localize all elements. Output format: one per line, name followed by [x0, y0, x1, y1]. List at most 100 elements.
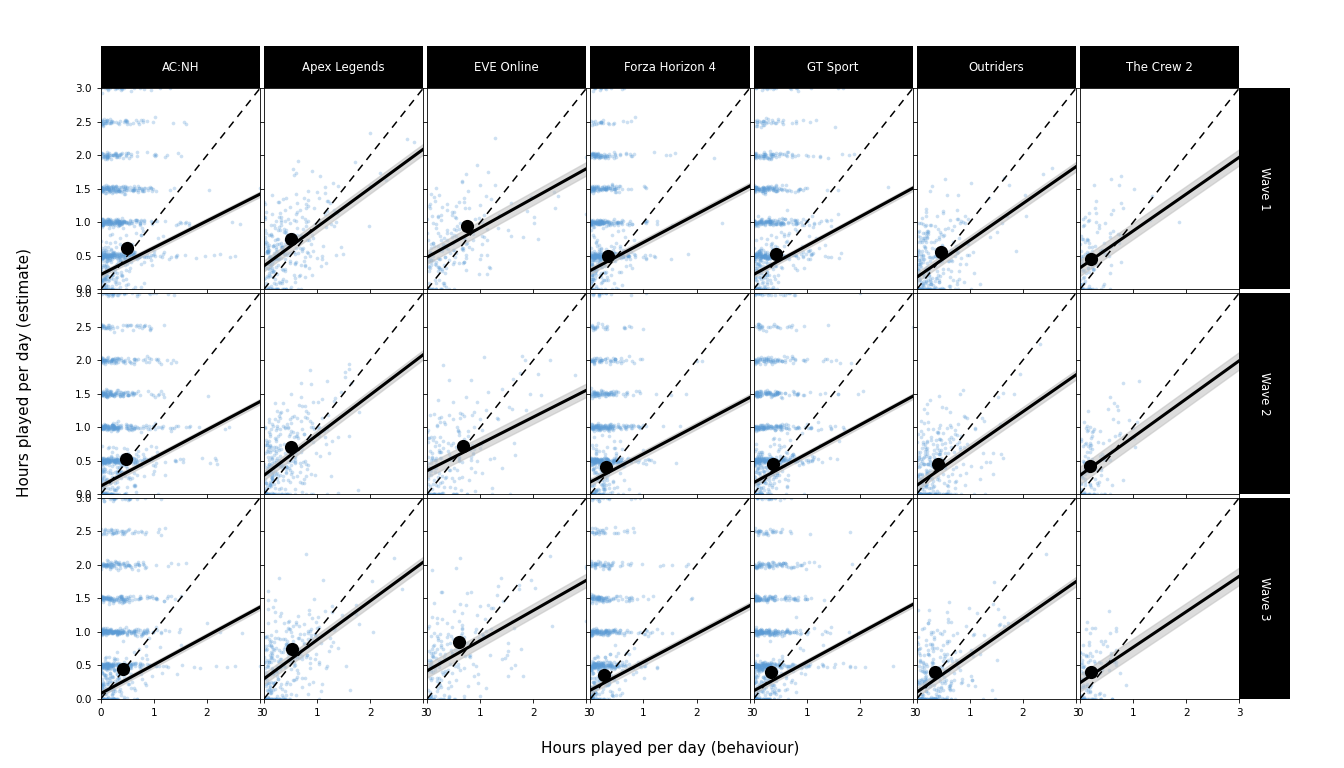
Point [758, 674, 780, 686]
Point [941, 223, 962, 236]
Point [747, 660, 769, 672]
Point [93, 594, 114, 606]
Point [913, 249, 934, 261]
Point [634, 628, 656, 641]
Point [286, 432, 308, 445]
Point [921, 678, 942, 690]
Point [362, 626, 383, 638]
Point [753, 626, 774, 638]
Point [590, 117, 612, 129]
Point [128, 250, 149, 263]
Point [460, 462, 481, 474]
Point [460, 444, 481, 456]
Point [939, 244, 961, 257]
Point [110, 186, 132, 198]
Point [94, 625, 116, 637]
Point [745, 621, 766, 634]
Point [749, 248, 770, 260]
Point [1070, 245, 1091, 257]
Point [747, 220, 769, 232]
Point [763, 317, 785, 329]
Point [796, 593, 817, 605]
Point [593, 559, 614, 571]
Point [919, 452, 941, 464]
Point [91, 658, 113, 670]
Point [305, 447, 327, 459]
Point [784, 388, 805, 400]
Point [927, 668, 949, 680]
Point [831, 148, 852, 161]
Point [917, 676, 938, 688]
Point [112, 216, 133, 228]
Point [593, 183, 614, 195]
Point [1099, 283, 1121, 296]
Point [271, 689, 293, 701]
Point [161, 353, 183, 366]
Point [258, 251, 280, 263]
Point [99, 452, 121, 465]
Point [280, 654, 301, 667]
Point [746, 389, 767, 401]
Point [129, 249, 151, 261]
Point [605, 660, 626, 673]
Point [606, 481, 628, 493]
Point [93, 421, 114, 433]
Point [745, 266, 766, 278]
Point [910, 247, 931, 260]
Point [91, 658, 113, 670]
Point [915, 666, 937, 678]
Point [798, 660, 820, 673]
Point [922, 673, 943, 685]
Point [469, 442, 491, 455]
Point [962, 629, 984, 641]
Point [925, 693, 946, 705]
Point [583, 150, 605, 162]
Point [112, 590, 133, 602]
Point [789, 422, 810, 434]
Point [762, 249, 784, 261]
Point [747, 525, 769, 537]
Point [761, 147, 782, 160]
Point [789, 559, 810, 571]
Point [1079, 254, 1101, 266]
Point [915, 693, 937, 705]
Point [267, 660, 289, 673]
Point [591, 564, 613, 576]
Point [743, 687, 765, 699]
Point [512, 231, 534, 243]
Point [587, 216, 609, 228]
Point [257, 629, 278, 641]
Point [255, 270, 277, 283]
Point [773, 593, 794, 605]
Point [274, 265, 296, 277]
Point [449, 426, 470, 439]
Point [754, 660, 775, 672]
Point [935, 606, 957, 618]
Point [258, 257, 280, 270]
Point [598, 250, 620, 263]
Point [589, 259, 610, 271]
Point [109, 625, 130, 637]
Point [582, 289, 603, 301]
Point [586, 257, 607, 269]
Point [933, 427, 954, 439]
Point [266, 664, 288, 677]
Point [769, 458, 790, 470]
Point [909, 468, 930, 481]
Point [761, 591, 782, 603]
Point [946, 438, 968, 450]
Point [99, 477, 121, 489]
Point [785, 118, 806, 130]
Point [280, 463, 301, 475]
Point [103, 389, 125, 402]
Point [270, 488, 292, 500]
Point [625, 385, 646, 397]
Point [743, 453, 765, 465]
Point [746, 624, 767, 636]
Point [745, 561, 766, 574]
Point [94, 627, 116, 640]
Point [278, 614, 300, 627]
Point [99, 693, 121, 705]
Point [1078, 488, 1099, 500]
Point [93, 248, 114, 260]
